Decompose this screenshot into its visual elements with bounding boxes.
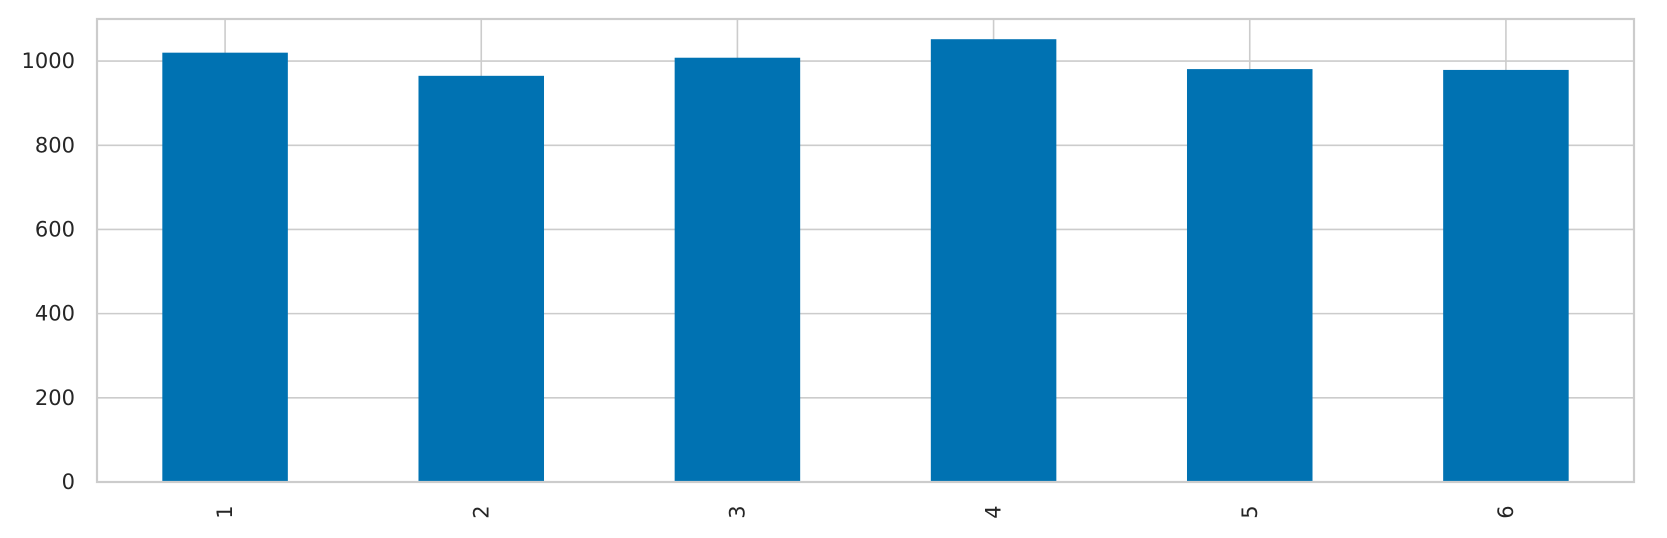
x-tick-label: 3	[725, 505, 749, 518]
y-tick-label: 200	[35, 386, 75, 410]
bar-1	[162, 52, 288, 482]
bar-5	[1186, 69, 1313, 482]
bar-3	[674, 57, 801, 483]
y-tick-label: 0	[62, 470, 75, 494]
x-tick-label: 2	[469, 505, 493, 518]
x-tick-label: 5	[1238, 505, 1262, 518]
y-tick-label: 600	[35, 217, 75, 241]
y-tick-label: 400	[35, 302, 75, 326]
bar-4	[930, 39, 1057, 482]
y-tick-label: 1000	[22, 49, 75, 73]
plot-frame	[95, 17, 1636, 484]
x-tick-label: 6	[1494, 505, 1518, 518]
bar-6	[1443, 69, 1569, 483]
y-tick-label: 800	[35, 133, 75, 157]
y-axis-tick-labels: 0 200 400 600 800 1000	[22, 49, 75, 494]
x-tick-label: 4	[982, 505, 1006, 518]
x-tick-label: 1	[213, 505, 237, 518]
bars	[162, 39, 1569, 483]
bar-2	[418, 75, 545, 482]
x-axis-tick-labels: 1 2 3 4 5 6	[213, 505, 1518, 518]
